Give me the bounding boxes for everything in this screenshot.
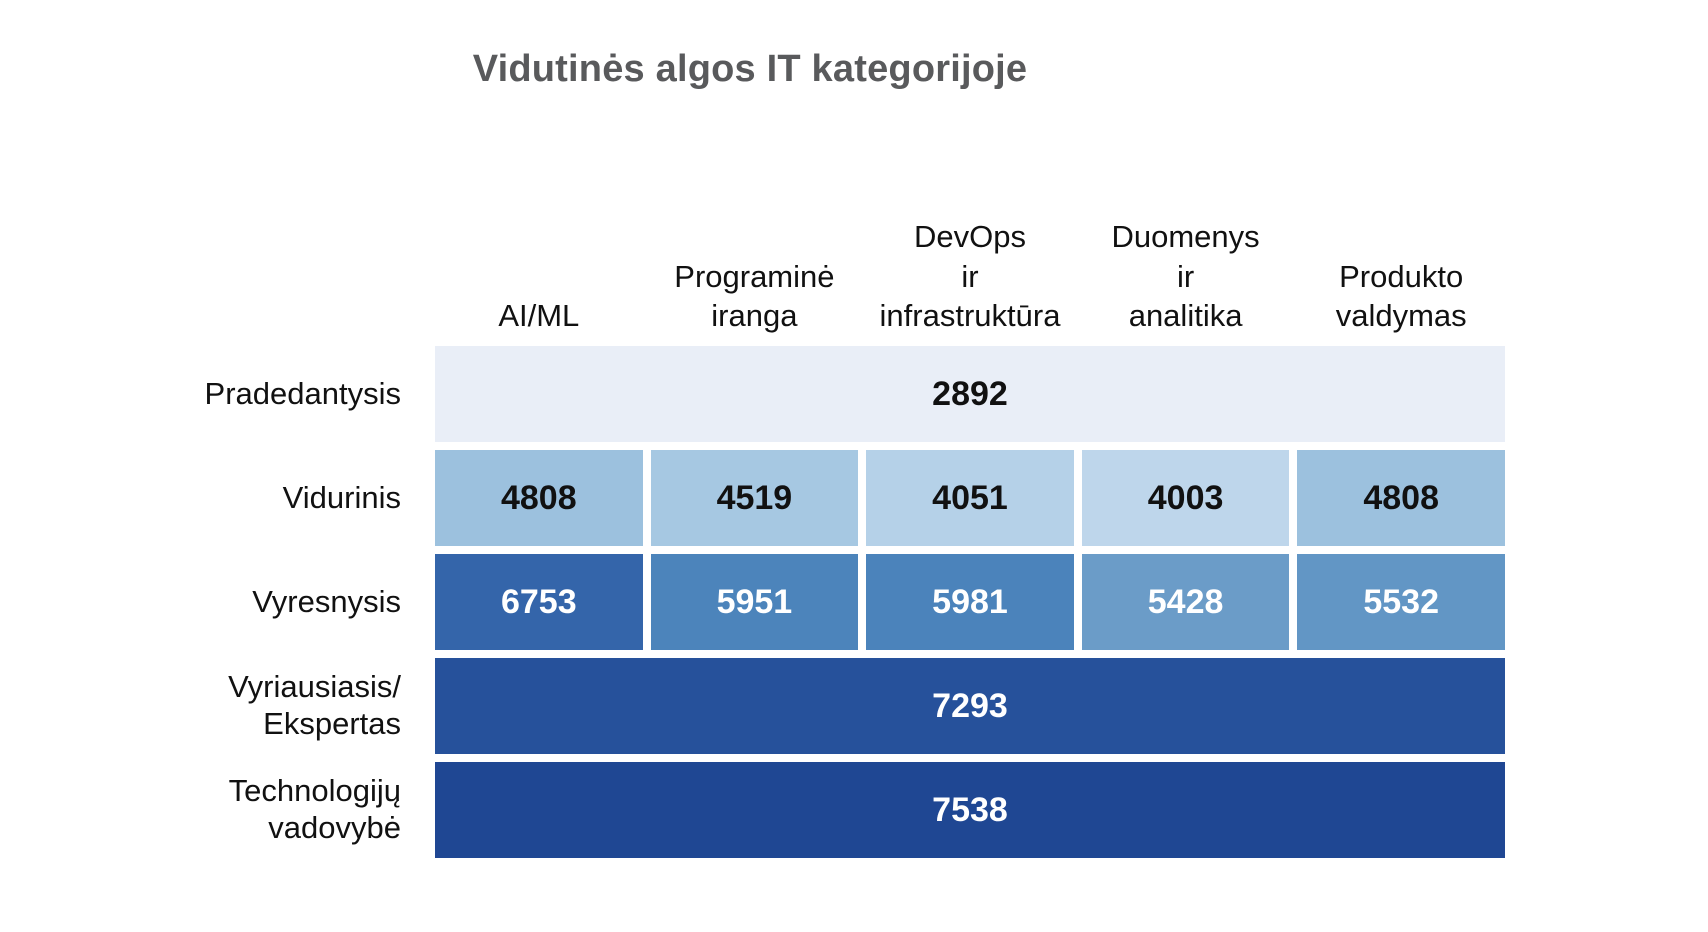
cell-vidurinis-devops: 4051 xyxy=(866,450,1074,546)
cell-technologiju-vadovybe-all: 7538 xyxy=(435,762,1505,858)
cell-vyresnysis-programine-iranga: 5951 xyxy=(650,554,859,650)
cell-vyresnysis-duomenys: 5428 xyxy=(1081,554,1290,650)
col-header-ai-ml: AI/ML xyxy=(498,298,580,334)
col-header-duomenys-ir-analitika: Duomenys ir analitika xyxy=(1111,218,1260,334)
cell-vyriausiasis-ekspertas-all: 7293 xyxy=(435,658,1505,754)
row-label-vidurinis: Vidurinis xyxy=(282,479,401,515)
col-header-produkto-valdymas: Produkto valdymas xyxy=(1335,258,1467,334)
col-header-devops-ir-infrastruktura: DevOps ir infrastruktūra xyxy=(879,218,1061,334)
cell-vidurinis-programine-iranga: 4519 xyxy=(650,450,859,546)
cell-vidurinis-duomenys: 4003 xyxy=(1081,450,1290,546)
row-label-pradedantysis: Pradedantysis xyxy=(204,375,401,411)
chart-title: Vidutinės algos IT kategorijoje xyxy=(472,48,1028,90)
row-label-vyresnysis: Vyresnysis xyxy=(252,583,401,619)
cell-vidurinis-ai-ml: 4808 xyxy=(435,450,643,546)
row-label-technologiju-vadovybe: Technologijų vadovybė xyxy=(228,773,401,845)
cell-vyresnysis-ai-ml: 6753 xyxy=(435,554,643,650)
cell-pradedantysis-all: 2892 xyxy=(435,346,1505,442)
cell-vidurinis-produkto-valdymas: 4808 xyxy=(1297,450,1505,546)
heatmap-grid: AI/ML Programinė iranga DevOps ir infras… xyxy=(132,170,1505,858)
cell-vyresnysis-devops: 5981 xyxy=(866,554,1074,650)
row-label-vyriausiasis-ekspertas: Vyriausiasis/ Ekspertas xyxy=(228,669,401,741)
cell-vyresnysis-produkto-valdymas: 5532 xyxy=(1297,554,1505,650)
col-header-programine-iranga: Programinė iranga xyxy=(674,258,835,334)
